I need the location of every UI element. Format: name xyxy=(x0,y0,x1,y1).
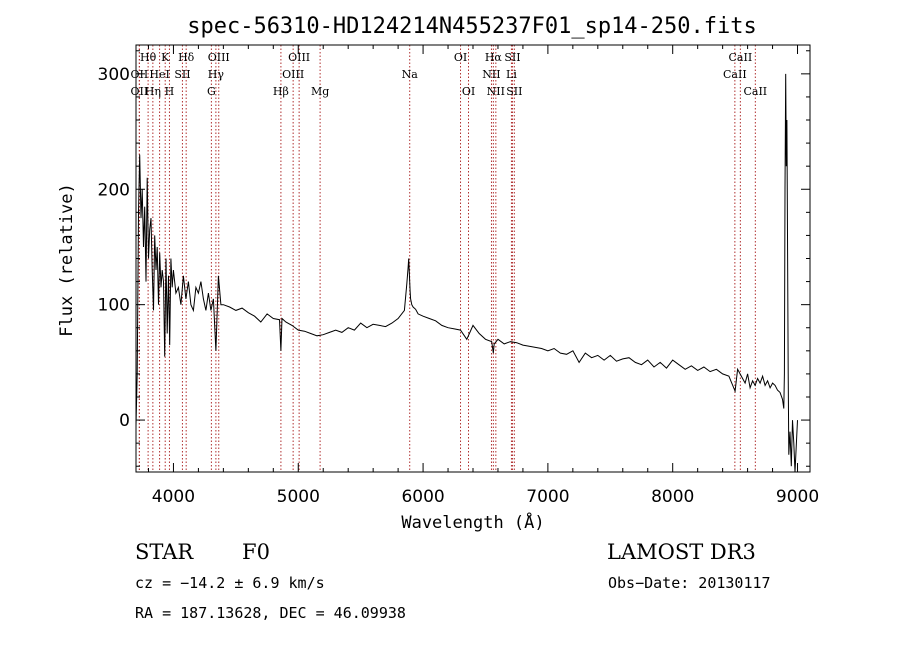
emission-line-label: Hα xyxy=(485,51,503,64)
spectrum-line xyxy=(135,73,798,473)
y-tick-label: 300 xyxy=(98,65,130,85)
coordinates: RA = 187.13628, DEC = 46.09938 xyxy=(135,604,406,622)
emission-line-label: SII xyxy=(506,85,522,98)
emission-line-markers xyxy=(138,45,756,472)
x-tick-label: 5000 xyxy=(277,487,320,507)
emission-line-label: OII xyxy=(131,85,149,98)
emission-line-label: CaII xyxy=(743,85,767,98)
emission-line-label: OIII xyxy=(282,68,304,81)
emission-line-label: SII xyxy=(504,51,520,64)
emission-line-label: Hγ xyxy=(208,68,225,81)
emission-line-label: H xyxy=(165,85,175,98)
emission-line-label: OIII xyxy=(208,51,230,64)
x-tick-label: 9000 xyxy=(776,487,819,507)
emission-line-label: OII xyxy=(131,68,149,81)
x-tick-label: 8000 xyxy=(651,487,694,507)
emission-line-label: OI xyxy=(462,85,475,98)
y-axis-ticks: 0 100 200 300 xyxy=(98,50,810,467)
y-tick-label: 0 xyxy=(119,411,130,431)
plot-frame xyxy=(135,44,811,473)
emission-line-label: K xyxy=(161,51,170,64)
emission-line-label: OIII xyxy=(288,51,310,64)
redshift-velocity: cz = −14.2 ± 6.9 km/s xyxy=(135,574,325,592)
y-axis-label: Flux (relative) xyxy=(57,183,77,337)
emission-line-label: NII xyxy=(482,68,500,81)
emission-line-label: NII xyxy=(487,85,505,98)
x-tick-label: 7000 xyxy=(526,487,569,507)
y-tick-label: 200 xyxy=(98,180,130,200)
emission-line-label: G xyxy=(207,85,216,98)
emission-line-label: OI xyxy=(454,51,467,64)
x-axis-ticks: 4000 5000 6000 7000 8000 9000 xyxy=(147,45,819,507)
emission-line-label: SII xyxy=(174,68,190,81)
object-class: STAR xyxy=(135,540,194,564)
spectrum-series xyxy=(135,73,798,473)
chart-title: spec-56310-HD124214N455237F01_sp14-250.f… xyxy=(187,14,757,39)
x-tick-label: 6000 xyxy=(401,487,444,507)
emission-line-label: Na xyxy=(402,68,419,81)
emission-line-label: Li xyxy=(506,68,517,81)
survey-label: LAMOST DR3 xyxy=(607,540,756,564)
object-subclass: F0 xyxy=(242,540,270,564)
emission-line-label: CaII xyxy=(723,68,747,81)
x-axis-label: Wavelength (Å) xyxy=(401,511,544,533)
emission-line-label: Hβ xyxy=(273,85,289,98)
emission-line-label: Mg xyxy=(311,85,329,98)
emission-line-label: HeI xyxy=(149,68,169,81)
y-tick-label: 100 xyxy=(98,296,130,316)
observation-date: Obs−Date: 20130117 xyxy=(608,574,771,592)
emission-line-label: Hδ xyxy=(178,51,195,64)
emission-line-label: Hη xyxy=(145,85,161,98)
x-tick-label: 4000 xyxy=(152,487,195,507)
emission-line-label: CaII xyxy=(729,51,753,64)
emission-line-label: Hθ xyxy=(140,51,157,64)
